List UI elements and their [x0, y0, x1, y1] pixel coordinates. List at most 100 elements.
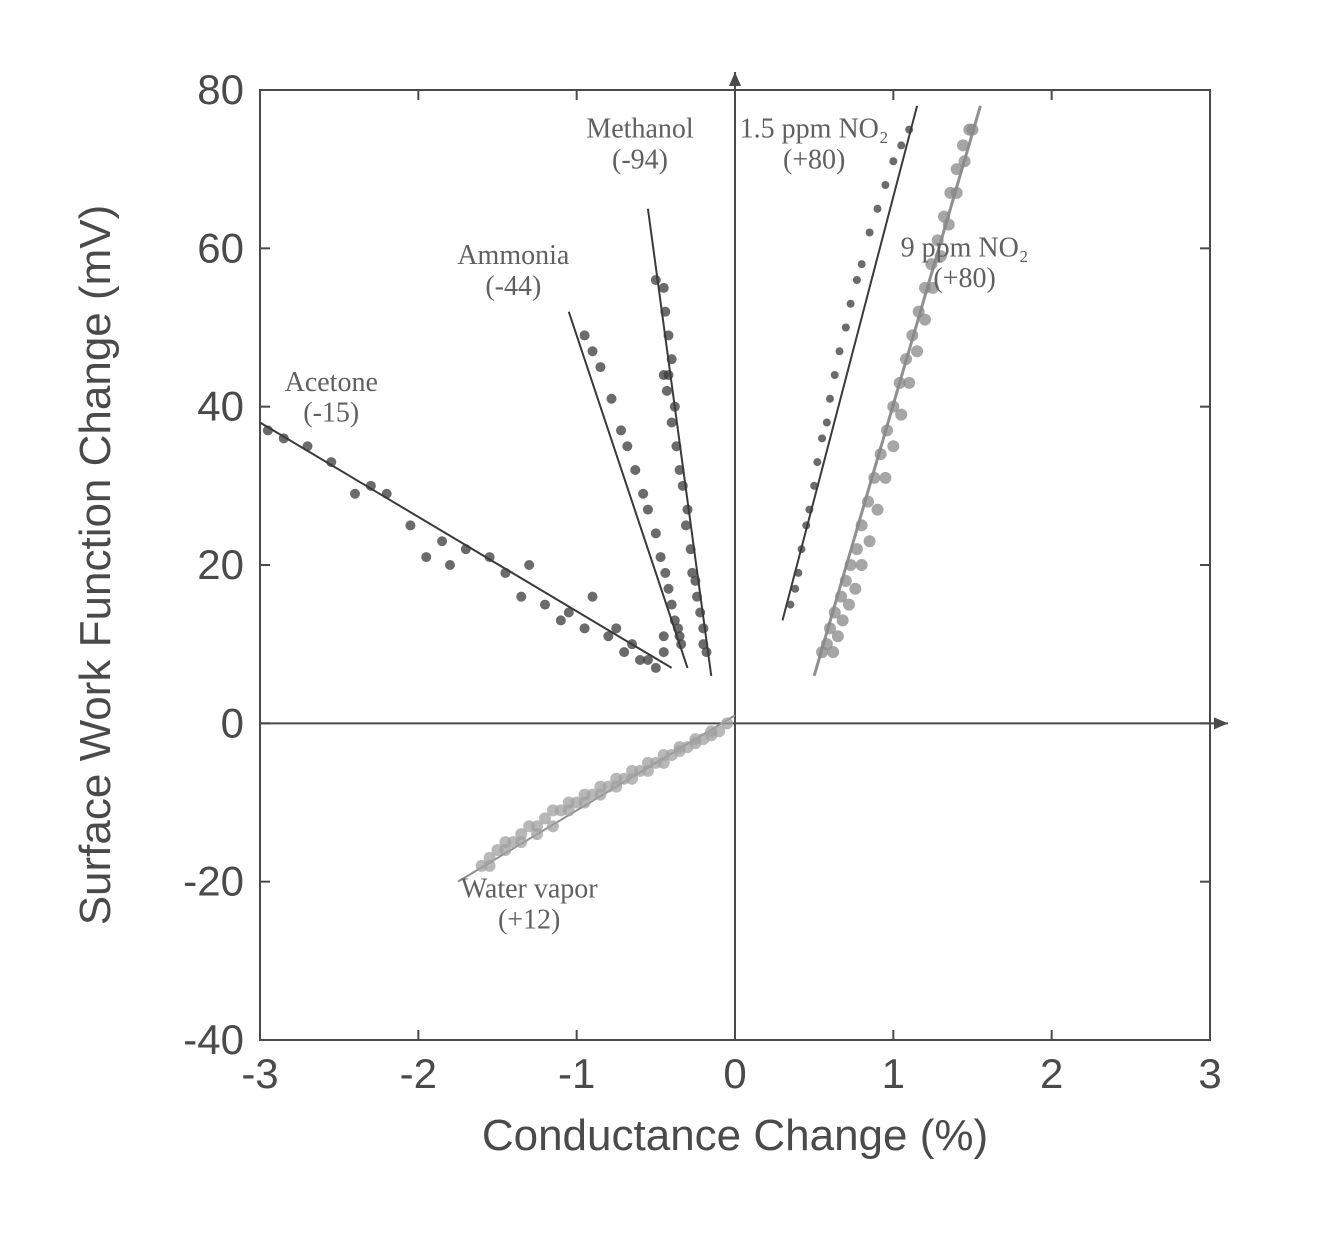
point-Acetone: [279, 433, 289, 443]
point-Ammonia: [580, 330, 590, 340]
point-NO2_9ppm: [967, 124, 979, 136]
point-NO2_1.5ppm: [826, 395, 834, 403]
point-Ammonia: [638, 489, 648, 499]
point-Acetone: [588, 592, 598, 602]
chart-bg: [0, 0, 1321, 1252]
point-Acetone: [405, 520, 415, 530]
point-WaterVapor: [499, 844, 511, 856]
x-axis-label: Conductance Change (%): [482, 1111, 988, 1160]
point-Acetone: [485, 552, 495, 562]
point-NO2_9ppm: [849, 583, 861, 595]
point-Methanol: [678, 481, 688, 491]
point-WaterVapor: [515, 836, 527, 848]
point-Ammonia: [676, 639, 686, 649]
point-NO2_9ppm: [943, 219, 955, 231]
point-Acetone: [643, 655, 653, 665]
point-NO2_1.5ppm: [897, 141, 905, 149]
point-NO2_9ppm: [872, 504, 884, 516]
point-Acetone: [659, 631, 669, 641]
point-Methanol: [667, 418, 677, 428]
point-Methanol: [695, 608, 705, 618]
point-Methanol: [681, 520, 691, 530]
point-Acetone: [445, 560, 455, 570]
chart-container: -3-2-10123-40-20020406080Conductance Cha…: [0, 0, 1321, 1252]
y-tick-label: 20: [197, 541, 244, 588]
point-Acetone: [627, 639, 637, 649]
point-Methanol: [659, 283, 669, 293]
point-NO2_9ppm: [887, 440, 899, 452]
point-WaterVapor: [484, 860, 496, 872]
point-Methanol: [651, 275, 661, 285]
point-Ammonia: [595, 362, 605, 372]
point-Ammonia: [660, 568, 670, 578]
point-Acetone: [437, 536, 447, 546]
point-Acetone: [611, 623, 621, 633]
point-Acetone: [524, 560, 534, 570]
point-Methanol: [670, 402, 680, 412]
point-NO2_1.5ppm: [874, 205, 882, 213]
point-NO2_1.5ppm: [858, 260, 866, 268]
y-tick-label: 0: [221, 699, 244, 746]
point-NO2_9ppm: [879, 472, 891, 484]
point-NO2_1.5ppm: [818, 434, 826, 442]
point-Acetone: [540, 600, 550, 610]
point-WaterVapor: [610, 781, 622, 793]
point-NO2_1.5ppm: [786, 601, 794, 609]
y-tick-label: 40: [197, 383, 244, 430]
point-NO2_9ppm: [919, 314, 931, 326]
x-tick-label: -3: [241, 1050, 278, 1097]
point-NO2_1.5ppm: [813, 458, 821, 466]
y-tick-label: 80: [197, 66, 244, 113]
point-WaterVapor: [563, 804, 575, 816]
point-Methanol: [692, 592, 702, 602]
point-NO2_9ppm: [827, 646, 839, 658]
point-NO2_9ppm: [881, 424, 893, 436]
point-NO2_9ppm: [875, 448, 887, 460]
point-Ammonia: [664, 584, 674, 594]
point-WaterVapor: [547, 820, 559, 832]
point-WaterVapor: [674, 745, 686, 757]
point-NO2_1.5ppm: [802, 521, 810, 529]
point-Acetone: [421, 552, 431, 562]
point-NO2_1.5ppm: [881, 181, 889, 189]
point-Ammonia: [616, 425, 626, 435]
scatter-chart: -3-2-10123-40-20020406080Conductance Cha…: [0, 0, 1321, 1252]
y-tick-label: -20: [183, 858, 244, 905]
x-tick-label: -2: [400, 1050, 437, 1097]
y-tick-label: 60: [197, 224, 244, 271]
point-Methanol: [683, 505, 693, 515]
point-Ammonia: [607, 394, 617, 404]
point-Acetone: [382, 489, 392, 499]
point-NO2_1.5ppm: [810, 482, 818, 490]
point-NO2_9ppm: [845, 559, 857, 571]
point-WaterVapor: [626, 773, 638, 785]
point-Ammonia: [651, 528, 661, 538]
point-NO2_9ppm: [959, 155, 971, 167]
x-tick-label: 0: [723, 1050, 746, 1097]
point-Methanol: [659, 370, 669, 380]
point-Acetone: [516, 592, 526, 602]
point-WaterVapor: [658, 757, 670, 769]
point-NO2_9ppm: [957, 139, 969, 151]
point-NO2_9ppm: [903, 377, 915, 389]
point-NO2_9ppm: [862, 496, 874, 508]
point-WaterVapor: [689, 737, 701, 749]
point-WaterVapor: [594, 789, 606, 801]
x-tick-label: 2: [1040, 1050, 1063, 1097]
x-tick-label: 3: [1198, 1050, 1221, 1097]
y-axis-label: Surface Work Function Change (mV): [71, 205, 120, 926]
point-NO2_1.5ppm: [853, 276, 861, 284]
point-Acetone: [263, 425, 273, 435]
point-NO2_1.5ppm: [889, 157, 897, 165]
point-Acetone: [350, 489, 360, 499]
point-NO2_1.5ppm: [791, 585, 799, 593]
point-WaterVapor: [531, 828, 543, 840]
point-NO2_9ppm: [837, 614, 849, 626]
point-Acetone: [500, 568, 510, 578]
point-Ammonia: [656, 552, 666, 562]
point-Methanol: [667, 354, 677, 364]
point-Acetone: [303, 441, 313, 451]
point-NO2_9ppm: [843, 599, 855, 611]
point-Methanol: [698, 623, 708, 633]
point-Methanol: [662, 386, 672, 396]
